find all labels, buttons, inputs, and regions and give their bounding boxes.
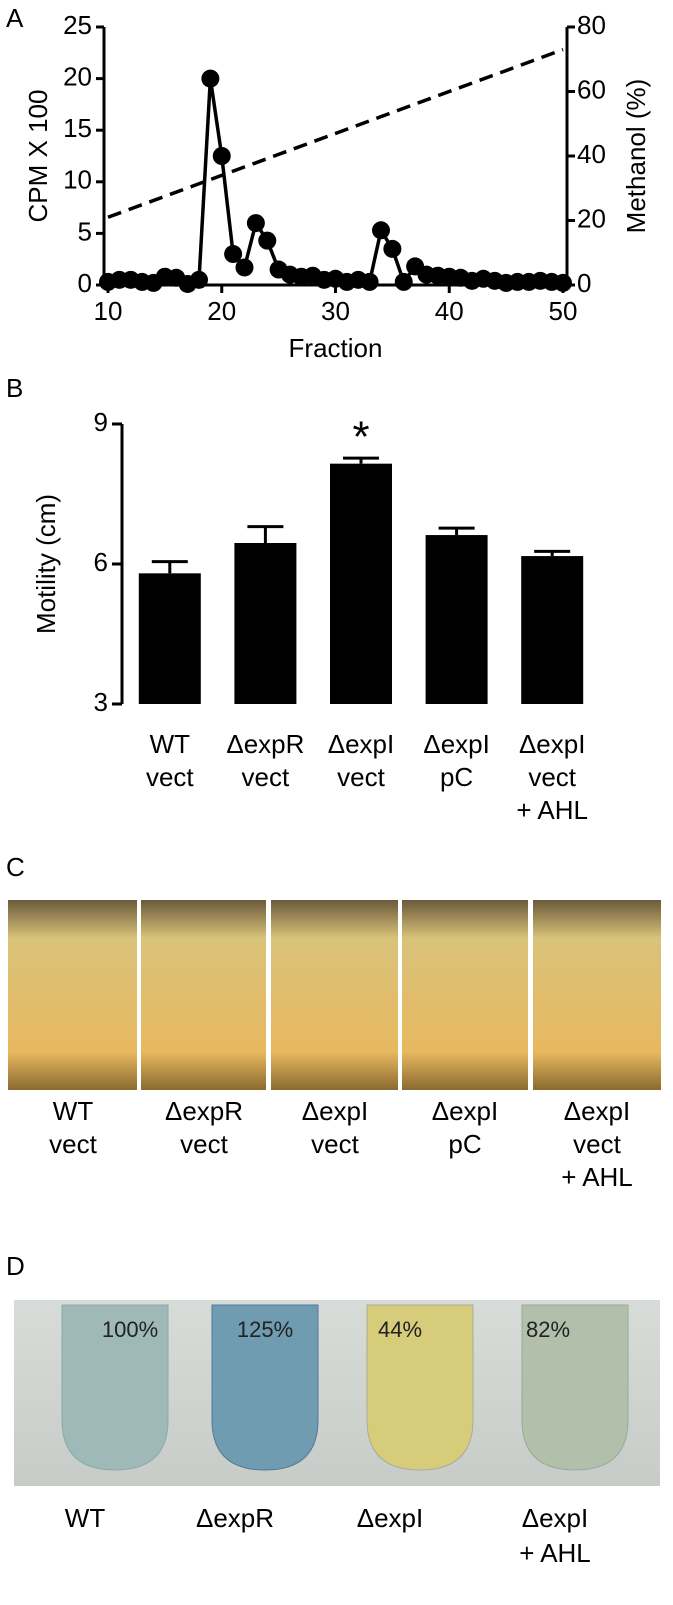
x-tick-label: vect [146,762,194,792]
y2-axis-label: Methanol (%) [621,79,651,234]
data-point [360,272,379,291]
data-point [554,273,572,292]
x-tick-label: 10 [94,296,123,326]
x-tick-label: ΔexpR [226,729,304,759]
y-tick-label: 10 [63,165,92,195]
tube-label: vect [49,1129,97,1159]
bar [138,573,201,704]
tube-label: vect [573,1129,621,1159]
x-tick-label: ΔexpI [328,729,395,759]
tube-label: ΔexpI [357,1503,424,1533]
y-tick-label: 15 [63,113,92,143]
y2-tick-label: 0 [577,268,591,298]
tube-label: ΔexpR [165,1096,243,1126]
panel-label: B [6,373,23,403]
data-point [224,245,243,264]
tube-label: + AHL [561,1162,633,1192]
bar [234,543,297,704]
percent-label: 100% [102,1317,158,1342]
y-tick-label: 25 [63,10,92,40]
x-tick-label: vect [242,762,290,792]
panel-label: A [6,3,24,33]
panel-label: C [6,852,25,882]
percent-label: 125% [237,1317,293,1342]
tube-label: vect [311,1129,359,1159]
tube-label: ΔexpR [196,1503,274,1533]
tube-label: vect [180,1129,228,1159]
x-tick-label: + AHL [516,795,588,825]
percent-label: 44% [378,1317,422,1342]
x-tick-label: 50 [549,296,578,326]
tube-label: pC [448,1129,481,1159]
series-line [107,47,564,219]
x-tick-label: 20 [207,296,236,326]
y-axis-label: CPM X 100 [23,90,53,223]
y2-tick-label: 60 [577,74,606,104]
tube-label: ΔexpI [432,1096,499,1126]
tube-label: + AHL [519,1538,591,1568]
data-point [246,214,265,233]
x-tick-label: ΔexpI [423,729,490,759]
data-point [383,239,402,258]
x-tick-label: ΔexpI [519,729,586,759]
y-tick-label: 6 [94,547,108,577]
x-tick-label: pC [440,762,473,792]
y-tick-label: 0 [78,268,92,298]
y2-tick-label: 40 [577,139,606,169]
tube-label: ΔexpI [302,1096,369,1126]
y2-tick-label: 20 [577,203,606,233]
tube-label: ΔexpI [564,1096,631,1126]
y-tick-label: 5 [78,216,92,246]
tube-label: WT [65,1503,106,1533]
y-tick-label: 9 [94,407,108,437]
x-tick-label: 30 [321,296,350,326]
series-line [107,78,564,286]
data-point [201,69,220,88]
panel-d-photo [14,1300,660,1486]
y-axis-label: Motility (cm) [31,494,61,634]
y2-tick-label: 80 [577,10,606,40]
panel-label: D [6,1251,25,1281]
y-tick-label: 3 [94,687,108,717]
percent-label: 82% [526,1317,570,1342]
bar [521,556,584,704]
tube-label: ΔexpI [522,1503,589,1533]
x-tick-label: 40 [435,296,464,326]
y-tick-label: 20 [63,61,92,91]
bar [425,535,488,704]
tube-label: WT [53,1096,94,1126]
data-point [258,231,277,250]
panel-c-photos [8,900,661,1090]
x-axis-label: Fraction [289,333,383,363]
data-point [372,221,390,240]
x-tick-label: vect [528,762,576,792]
annotation: * [352,413,369,462]
x-tick-label: vect [337,762,385,792]
bar [330,463,392,704]
data-point [190,270,208,289]
data-point [235,258,254,277]
data-point [394,272,413,291]
x-tick-label: WT [150,729,191,759]
data-point [212,147,231,165]
